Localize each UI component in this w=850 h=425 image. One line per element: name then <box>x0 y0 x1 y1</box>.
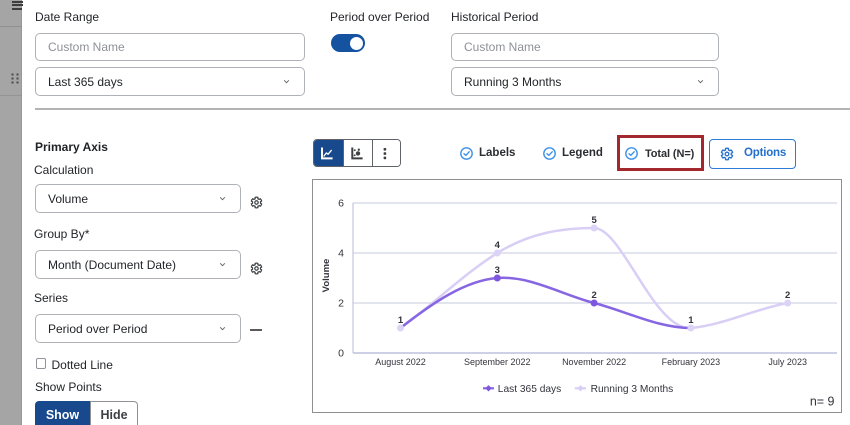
svg-text:0: 0 <box>338 348 344 360</box>
svg-text:6: 6 <box>338 198 344 210</box>
svg-text:Volume: Volume <box>321 259 332 293</box>
svg-text:5: 5 <box>591 215 597 226</box>
svg-text:February 2023: February 2023 <box>662 357 721 367</box>
svg-text:n= 9: n= 9 <box>810 395 835 409</box>
svg-text:3: 3 <box>495 265 500 276</box>
svg-text:Last 365 days: Last 365 days <box>498 384 561 395</box>
svg-text:November 2022: November 2022 <box>562 357 626 367</box>
svg-text:July 2023: July 2023 <box>768 357 807 367</box>
svg-text:4: 4 <box>495 240 501 251</box>
svg-text:2: 2 <box>785 290 790 301</box>
svg-text:1: 1 <box>688 315 694 326</box>
svg-text:2: 2 <box>338 298 344 310</box>
svg-text:September 2022: September 2022 <box>464 357 531 367</box>
svg-text:2: 2 <box>591 290 596 301</box>
svg-text:1: 1 <box>398 315 404 326</box>
svg-text:4: 4 <box>338 248 344 260</box>
svg-text:Running 3 Months: Running 3 Months <box>591 384 674 395</box>
svg-text:August 2022: August 2022 <box>375 357 426 367</box>
